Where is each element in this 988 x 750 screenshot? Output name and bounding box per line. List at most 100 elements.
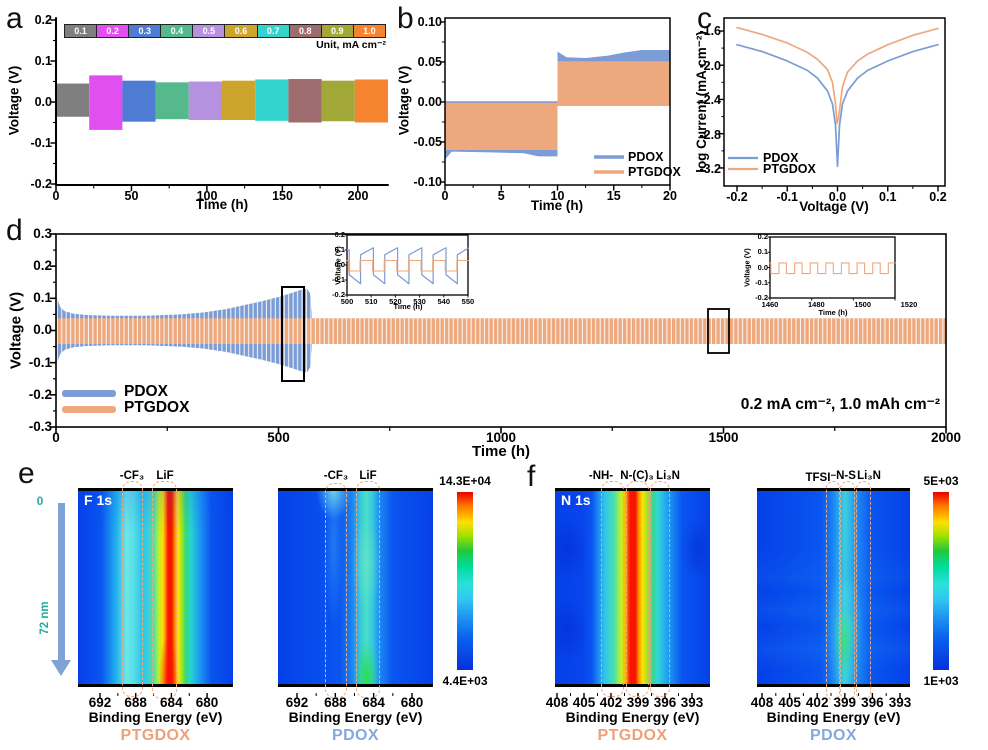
tick-label: 500 <box>267 430 290 445</box>
peak-box-nc3-ptgdox <box>626 481 649 697</box>
tick-label: 500 <box>340 297 354 306</box>
panel-c-legend-ptgdox: PTGDOX <box>763 162 816 176</box>
tick-label: 393 <box>888 695 912 710</box>
tick-label: 150 <box>272 189 293 203</box>
colorbar-f <box>933 492 949 670</box>
peak-box-lif-ptgdox <box>152 481 177 699</box>
tick-label: -0.1 <box>30 136 52 150</box>
colorbar-e <box>457 492 473 670</box>
tick-label: 692 <box>88 695 112 710</box>
tick-label: 0.2 <box>929 190 947 204</box>
panel-c-y-label: log Current (mA cm⁻²) <box>694 31 709 173</box>
tick-label: 405 <box>572 695 596 710</box>
tick-label: 0.1 <box>334 245 345 254</box>
peak-label-li3n-ptgdox: Li₃N <box>656 470 680 482</box>
tick-label: 688 <box>124 695 147 710</box>
peak-box-cf3-pdox <box>325 483 347 698</box>
peak-label-lif-ptgdox: LiF <box>156 470 174 482</box>
tick-label: -0.2 <box>28 386 52 402</box>
panel-b-letter: b <box>397 2 414 35</box>
panel-d-legend-swatch-pdox <box>62 390 116 397</box>
tick-label: -1.6 <box>699 24 721 38</box>
peak-box-nh-ptgdox <box>601 481 624 697</box>
tick-label: 550 <box>461 297 475 306</box>
heatmap-e2-x-ticks: 692 688 684 680 <box>282 695 427 710</box>
tick-label: 405 <box>778 695 801 710</box>
depth-arrow-shaft <box>58 503 65 661</box>
tick-label: 692 <box>285 695 309 710</box>
rate-cell: 0.9 <box>321 25 353 37</box>
heatmap-f2-x-label: Binding Energy (eV) <box>766 709 901 725</box>
tick-label: 520 <box>389 297 402 306</box>
tick-label: -0.3 <box>28 418 52 434</box>
panel-b-x-label: Time (h) <box>530 198 584 213</box>
tick-label: 0 <box>52 430 60 445</box>
tick-label: 2000 <box>930 430 962 445</box>
panel-b-x-ticks: 0 5 10 15 20 <box>428 189 687 203</box>
heatmap-e2-x-label: Binding Energy (eV) <box>288 709 423 725</box>
panel-c-x-ticks: -0.2 -0.1 0.0 0.1 0.2 <box>719 190 956 204</box>
tick-label: 393 <box>680 695 704 710</box>
depth-arrow-head-icon <box>51 660 71 676</box>
tick-label: 0.1 <box>757 247 768 257</box>
tick-label: 0.10 <box>417 15 442 29</box>
tick-label: 402 <box>599 695 623 710</box>
tick-label: -0.1 <box>755 277 768 287</box>
peak-box-li3n-pdox <box>856 481 871 700</box>
tick-label: -3.2 <box>699 162 721 176</box>
panel-d-legend-ptgdox: PTGDOX <box>124 399 190 416</box>
tick-label: 0.1 <box>879 190 897 204</box>
tick-label: 0.2 <box>34 13 52 27</box>
tick-label: 510 <box>364 297 378 306</box>
sample-label-ptgdox-f: PTGDOX <box>597 727 668 744</box>
tick-label: 0.0 <box>34 95 52 109</box>
inset1-y-label: Voltage (V) <box>333 246 343 285</box>
tick-label: 0.0 <box>828 190 847 204</box>
xps-heatmap-n1s-pdox <box>757 488 910 687</box>
panel-b-y-ticks: 0.10 0.05 0.00 -0.05 -0.10 <box>406 15 443 189</box>
panel-c-x-label: Voltage (V) <box>799 199 869 214</box>
xps-heatmap-f1s-ptgdox <box>78 488 233 687</box>
tick-label: 684 <box>362 695 385 710</box>
sample-label-pdox-e: PDOX <box>332 727 379 744</box>
tick-label: 20 <box>663 189 677 203</box>
heatmap-f2-x-ticks: 408 405 402 399 396 393 <box>749 695 913 710</box>
inset1-x-ticks: 500 510 520 530 540 550 <box>336 297 479 306</box>
unit-note: Unit, mA cm⁻² <box>316 39 386 51</box>
tick-label: 688 <box>324 695 347 710</box>
tick-label: -0.2 <box>332 290 345 299</box>
tick-label: 0.2 <box>33 258 52 274</box>
panel-a-x-ticks: 0 50 100 150 200 <box>39 189 375 203</box>
panel-a-y-label: Voltage (V) <box>6 65 22 136</box>
tick-label: -0.1 <box>776 190 799 204</box>
panel-c-legend-pdox: PDOX <box>763 151 799 165</box>
tick-label: -0.2 <box>30 177 52 191</box>
tick-label: 399 <box>626 695 650 710</box>
colorbar-e-min: 4.4E+03 <box>442 674 488 688</box>
panel-c-letter: c <box>697 2 712 35</box>
panel-f-letter: f <box>527 460 536 493</box>
tick-label: 100 <box>196 189 218 203</box>
depth-axis-end: 72 nm <box>39 601 51 635</box>
tick-label: 0.0 <box>334 260 345 269</box>
peak-label-ns-pdox: N-S <box>836 470 856 482</box>
peak-label-nc3-ptgdox: N-(C)₃ <box>620 470 654 482</box>
peak-box-lif-pdox <box>356 481 380 698</box>
tick-label: -2.8 <box>699 127 721 142</box>
tick-label: 0.0 <box>33 322 52 338</box>
tick-label: 5 <box>497 189 505 203</box>
panel-b-y-label: Voltage (V) <box>396 65 412 136</box>
rate-cell: 0.4 <box>161 25 193 37</box>
panel-a-x-label: Time (h) <box>195 197 249 212</box>
tick-label: 680 <box>195 695 219 710</box>
tick-label: 200 <box>347 189 369 203</box>
heatmap-f1-x-ticks: 408 405 402 399 396 393 <box>544 695 705 710</box>
panel-d-legend-pdox: PDOX <box>124 383 168 400</box>
inset2-x-label: Time (h) <box>818 308 848 317</box>
depth-axis-start: 0 <box>36 494 44 508</box>
tick-label: 0.05 <box>417 55 442 69</box>
tick-label: 399 <box>833 695 857 710</box>
tick-label: 0.0 <box>757 262 768 272</box>
core-level-label-f1s: F 1s <box>84 492 113 508</box>
